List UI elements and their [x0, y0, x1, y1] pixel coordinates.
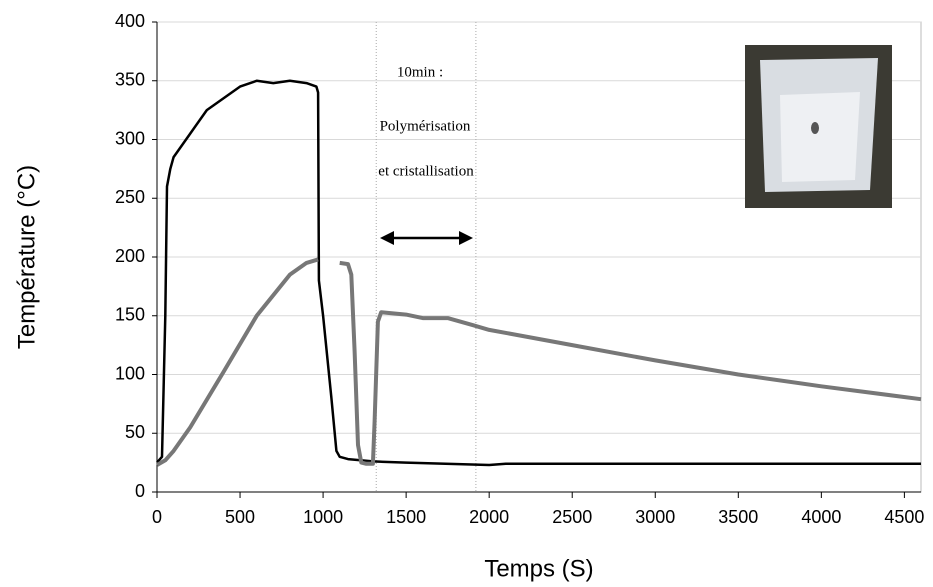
x-tick-label: 3500: [718, 507, 758, 527]
y-tick-label: 200: [115, 246, 145, 266]
y-tick-label: 50: [125, 422, 145, 442]
y-tick-label: 0: [135, 481, 145, 501]
x-tick-label: 2500: [552, 507, 592, 527]
x-tick-label: 4000: [801, 507, 841, 527]
series-line: [156, 79, 921, 467]
x-tick-label: 4500: [884, 507, 924, 527]
arrow: [380, 231, 473, 245]
y-tick-label: 100: [115, 363, 145, 383]
x-axis-label: Temps (S): [484, 555, 593, 582]
x-tick-label: 1500: [386, 507, 426, 527]
inset-photo: [745, 45, 892, 208]
y-tick-label: 400: [115, 11, 145, 31]
y-tick-label: 350: [115, 70, 145, 90]
y-tick-label: 150: [115, 305, 145, 325]
annotation: 10min :: [397, 64, 443, 80]
y-axis-label: Température (°C): [13, 165, 40, 349]
x-tick-label: 500: [225, 507, 255, 527]
x-tick-label: 1000: [303, 507, 343, 527]
x-tick-label: 2000: [469, 507, 509, 527]
y-tick-label: 250: [115, 187, 145, 207]
annotation: Polymérisation: [380, 118, 471, 134]
x-tick-label: 3000: [635, 507, 675, 527]
series-line: [156, 257, 922, 467]
y-tick-label: 300: [115, 128, 145, 148]
annotation: et cristallisation: [378, 163, 474, 179]
x-tick-label: 0: [152, 507, 162, 527]
